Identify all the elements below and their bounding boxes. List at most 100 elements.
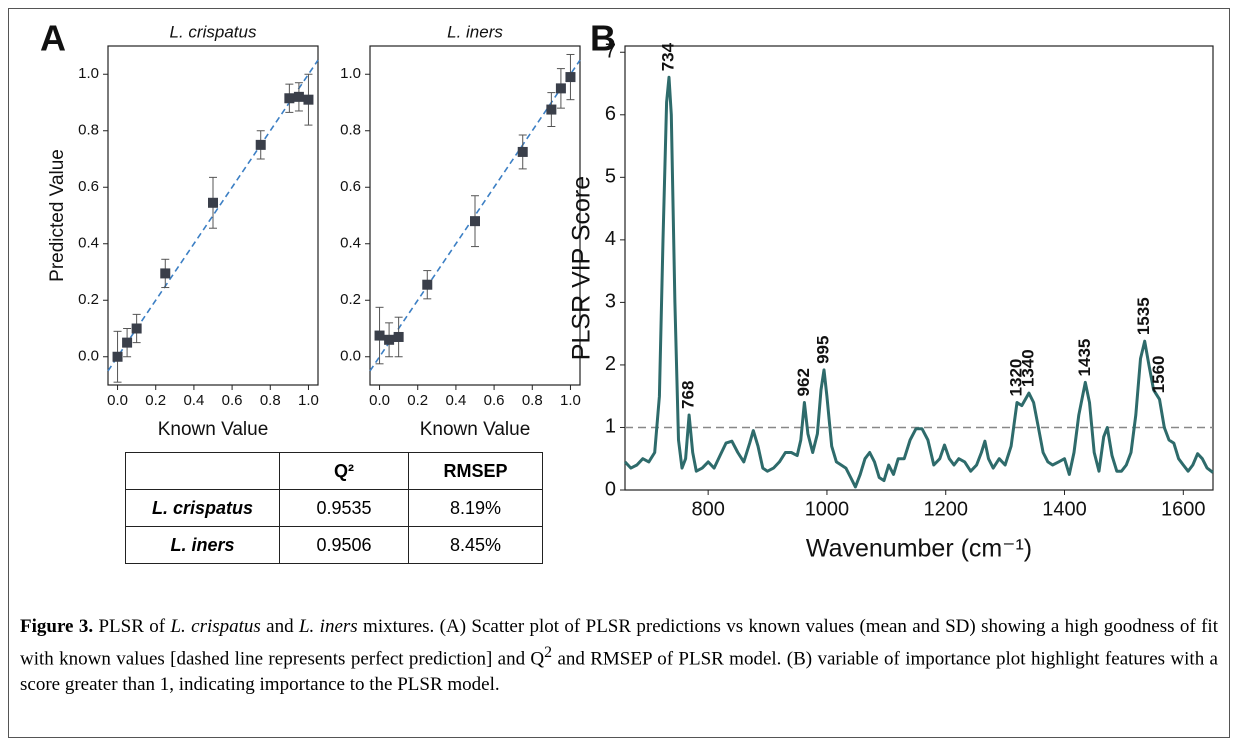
cell: 8.19% (408, 489, 543, 527)
x-tick-label: 1600 (1161, 498, 1206, 520)
point (517, 146, 528, 157)
y-tick-label: 4 (605, 228, 616, 250)
y-tick-label: 0.2 (340, 291, 361, 308)
x-tick-label: 0.8 (522, 392, 543, 409)
y-tick-label: 7 (605, 41, 616, 63)
point (255, 139, 266, 150)
caption-text: mixtures. (A) Scatter plot of PLSR predi… (20, 616, 1218, 670)
point (160, 268, 171, 279)
caption-species: L. crispatus (170, 616, 261, 637)
point (384, 334, 395, 345)
row-label: L. iners (125, 526, 280, 564)
metrics-table: Q² RMSEP L. crispatus 0.9535 8.19% L. in… (125, 452, 543, 564)
y-tick-label: 1.0 (78, 65, 99, 82)
y-tick-label: 0.8 (340, 122, 361, 139)
x-tick-label: 0.2 (145, 392, 166, 409)
peak-label: 1560 (1149, 355, 1168, 393)
caption-text: PLSR of (98, 616, 171, 637)
point (122, 337, 133, 348)
y-tick-label: 0.0 (78, 348, 99, 365)
identity-line (369, 59, 581, 372)
point (284, 93, 295, 104)
x-tick-label: 1.0 (298, 392, 319, 409)
peak-label: 768 (679, 381, 698, 409)
panel-label: A (40, 18, 66, 59)
caption-species: L. iners (298, 616, 358, 637)
point (374, 330, 385, 341)
table-row: L. crispatus 0.9535 8.19% (125, 489, 543, 527)
y-tick-label: 0.2 (78, 291, 99, 308)
caption: Figure 3. PLSR of L. crispatus and L. in… (20, 614, 1218, 698)
table-row: L. iners 0.9506 8.45% (125, 526, 543, 564)
plot-frame (624, 45, 1214, 491)
cell: 8.45% (408, 526, 543, 564)
x-tick-label: 0.2 (407, 392, 428, 409)
y-tick-label: 0.6 (340, 178, 361, 195)
caption-text: and (260, 616, 299, 637)
chart-title: L. crispatus (170, 22, 257, 41)
y-tick-label: 0 (605, 478, 616, 500)
chart-title: L. iners (447, 22, 503, 41)
point (393, 331, 404, 342)
x-tick-label: 1200 (923, 498, 968, 520)
peak-label: 734 (658, 42, 677, 71)
identity-line (107, 59, 319, 372)
y-tick-label: 0.4 (78, 235, 99, 252)
x-tick-label: 1.0 (560, 392, 581, 409)
plot-frame (369, 45, 581, 386)
y-tick-label: 0.0 (340, 348, 361, 365)
x-tick-label: 0.0 (107, 392, 128, 409)
x-tick-label: 0.4 (445, 392, 466, 409)
x-tick-label: 0.6 (222, 392, 243, 409)
peak-label: 1320 (1006, 359, 1025, 397)
caption-sup: 2 (544, 644, 553, 661)
y-axis-label: PLSR VIP Score (568, 176, 596, 360)
point (208, 197, 218, 208)
point (422, 279, 433, 290)
row-label: L. crispatus (125, 489, 280, 527)
y-tick-label: 5 (605, 166, 616, 188)
y-tick-label: 2 (605, 353, 616, 375)
point (546, 104, 557, 115)
header-cell: Q² (279, 452, 409, 490)
peak-label: 1435 (1075, 339, 1094, 377)
table-header: Q² RMSEP (125, 452, 543, 490)
panel-label: B (590, 18, 616, 59)
point (112, 351, 123, 362)
caption-text: and RMSEP of PLSR model. (B) variable of… (20, 648, 1218, 696)
x-axis-label: Wavenumber (cm⁻¹) (806, 535, 1032, 563)
x-axis-label: Known Value (420, 419, 531, 440)
y-axis-label: Predicted Value (47, 149, 68, 282)
y-tick-label: 6 (605, 103, 616, 125)
point (131, 323, 142, 334)
cell: 0.9535 (279, 489, 409, 527)
vip-line (623, 75, 1214, 489)
peak-label: 962 (794, 368, 813, 396)
y-tick-label: 0.8 (78, 122, 99, 139)
plot-frame (107, 45, 319, 386)
x-tick-label: 0.0 (369, 392, 390, 409)
point (470, 216, 480, 227)
corner-cell (125, 452, 280, 490)
point (303, 94, 314, 105)
header-cell: RMSEP (408, 452, 543, 490)
x-tick-label: 800 (691, 498, 724, 520)
caption-label: Figure 3. (20, 616, 94, 637)
x-axis-label: Known Value (158, 419, 269, 440)
y-tick-label: 1 (605, 416, 616, 438)
y-tick-label: 1.0 (340, 65, 361, 82)
y-tick-label: 0.4 (340, 235, 361, 252)
y-tick-label: 3 (605, 291, 616, 313)
x-tick-label: 1000 (805, 498, 850, 520)
point (565, 72, 576, 83)
x-tick-label: 0.6 (484, 392, 505, 409)
peak-label: 995 (813, 336, 832, 364)
point (293, 91, 304, 102)
peak-label: 1535 (1134, 297, 1153, 335)
cell: 0.9506 (279, 526, 409, 564)
x-tick-label: 0.4 (183, 392, 204, 409)
charts: L. crispatus A Known Value Predicted Value 0… (40, 18, 1214, 563)
peak-label: 1340 (1018, 349, 1037, 387)
figure-frame (8, 8, 1230, 738)
